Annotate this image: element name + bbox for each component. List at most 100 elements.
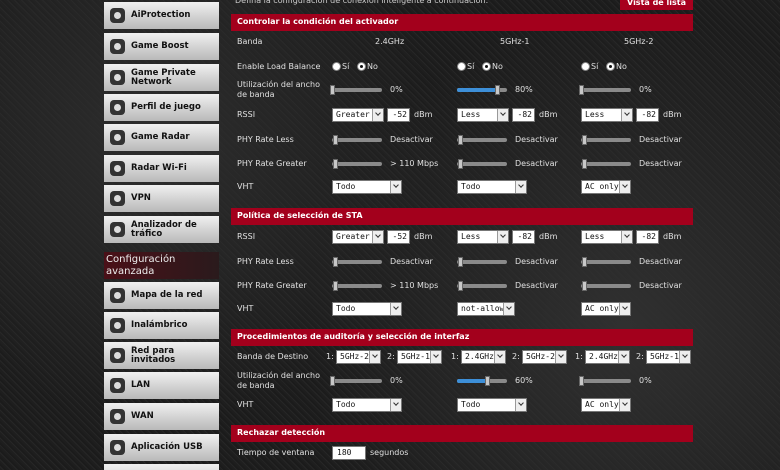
chevron	[500, 232, 506, 238]
radio[interactable]	[357, 62, 366, 71]
select[interactable]: Less	[457, 108, 509, 122]
slider-handle[interactable]	[330, 376, 335, 386]
slider-handle[interactable]	[333, 135, 338, 145]
select[interactable]: not-allowed	[457, 302, 515, 316]
slider-label: 0%	[390, 376, 403, 385]
menu-item[interactable]: Game Private Network	[104, 64, 219, 91]
menu-icon-glyph	[114, 352, 121, 359]
slider-fill	[457, 379, 487, 383]
rssi-input[interactable]: -52	[387, 108, 410, 122]
slider-track	[581, 162, 631, 166]
select-arrow	[390, 303, 401, 315]
chevron	[393, 304, 399, 310]
select-value: Less	[585, 232, 605, 241]
slider-handle[interactable]	[458, 135, 463, 145]
menu-item[interactable]: WAN	[104, 403, 219, 430]
select[interactable]: 5GHz-1	[646, 350, 691, 364]
select-value: Todo	[461, 400, 481, 409]
slider-handle[interactable]	[579, 85, 584, 95]
list-view-button[interactable]: Vista de lista	[620, 0, 693, 10]
menu-item[interactable]: Game Boost	[104, 33, 219, 60]
select[interactable]: 2.4GHz	[461, 350, 506, 364]
section-title: Rechazar detección	[237, 428, 326, 437]
select[interactable]: Less	[581, 108, 633, 122]
slider-handle[interactable]	[458, 281, 463, 291]
rssi-input[interactable]: -52	[387, 230, 410, 244]
menu-item[interactable]: LAN	[104, 372, 219, 399]
text-input[interactable]: 180	[332, 446, 366, 460]
menu-item[interactable]: Aplicación USB	[104, 434, 219, 461]
radio[interactable]	[332, 62, 341, 71]
slider-handle[interactable]	[333, 281, 338, 291]
select[interactable]: 5GHz-1	[397, 350, 442, 364]
select[interactable]: Todo	[332, 302, 402, 316]
select[interactable]: Todo	[457, 180, 527, 194]
select[interactable]: Less	[581, 230, 633, 244]
select[interactable]: Greater	[332, 230, 384, 244]
slider-handle[interactable]	[495, 85, 500, 95]
menu-item[interactable]: Analizador de tráfico	[104, 216, 219, 243]
select-value: 5GHz-2	[340, 352, 369, 361]
chevron	[621, 352, 627, 358]
section-header: Rechazar detección	[231, 425, 693, 442]
section-title: Procedimientos de auditoría y selección …	[237, 332, 470, 341]
menu-item[interactable]: Game Radar	[104, 124, 219, 151]
radio[interactable]	[606, 62, 615, 71]
slider-handle[interactable]	[582, 159, 587, 169]
select[interactable]: 5GHz-2	[522, 350, 567, 364]
menu-item[interactable]: Inalámbrico	[104, 312, 219, 339]
slider-handle[interactable]	[582, 257, 587, 267]
select-arrow	[390, 181, 401, 193]
menu-item[interactable]: Radar Wi-Fi	[104, 155, 219, 182]
menu-icon-glyph	[114, 195, 121, 202]
slider-handle[interactable]	[458, 257, 463, 267]
select[interactable]: AC only	[581, 398, 631, 412]
select[interactable]: Greater	[332, 108, 384, 122]
menu-icon-glyph	[114, 292, 121, 299]
chevron	[393, 400, 399, 406]
select[interactable]: AC only	[581, 180, 631, 194]
menu-item[interactable]: Perfil de juego	[104, 94, 219, 121]
slider-handle[interactable]	[333, 257, 338, 267]
select[interactable]: AC only	[581, 302, 631, 316]
select[interactable]: Todo	[332, 180, 402, 194]
menu-item[interactable]: Mapa de la red	[104, 282, 219, 309]
select-value: 2.4GHz	[465, 352, 494, 361]
menu-item[interactable]: AiProtection	[104, 2, 219, 29]
menu-item[interactable]: Red para invitados	[104, 342, 219, 369]
slider-handle[interactable]	[582, 281, 587, 291]
slider-handle[interactable]	[330, 85, 335, 95]
menu-icon	[110, 191, 125, 206]
select[interactable]: Todo	[332, 398, 402, 412]
slider-fill	[457, 88, 497, 92]
select[interactable]: 5GHz-2	[336, 350, 381, 364]
slider-handle[interactable]	[333, 159, 338, 169]
select[interactable]: Todo	[457, 398, 527, 412]
slider-track	[332, 284, 382, 288]
rssi-input[interactable]: -82	[512, 230, 535, 244]
select[interactable]: Less	[457, 230, 509, 244]
menu-label: Perfil de juego	[131, 102, 201, 112]
menu-item[interactable]: VPN	[104, 185, 219, 212]
chevron	[624, 110, 630, 116]
select-value: AC only	[585, 304, 619, 313]
select[interactable]: 2.4GHz	[585, 350, 630, 364]
menu-label: Mapa de la red	[131, 290, 203, 300]
rssi-value: -82	[641, 232, 656, 241]
slider-handle[interactable]	[579, 376, 584, 386]
radio[interactable]	[457, 62, 466, 71]
radio[interactable]	[482, 62, 491, 71]
slider-handle[interactable]	[485, 376, 490, 386]
select-value: Less	[585, 110, 605, 119]
rssi-input[interactable]: -82	[636, 230, 659, 244]
rssi-input[interactable]: -82	[636, 108, 659, 122]
slider-label: Desactivar	[515, 257, 558, 266]
slider-track	[332, 88, 382, 92]
slider-handle[interactable]	[582, 135, 587, 145]
row-label: PHY Rate Less	[237, 135, 294, 144]
rssi-input[interactable]: -82	[512, 108, 535, 122]
rssi-unit: dBm	[414, 110, 433, 119]
menu-icon	[110, 409, 125, 424]
slider-handle[interactable]	[458, 159, 463, 169]
radio[interactable]	[581, 62, 590, 71]
